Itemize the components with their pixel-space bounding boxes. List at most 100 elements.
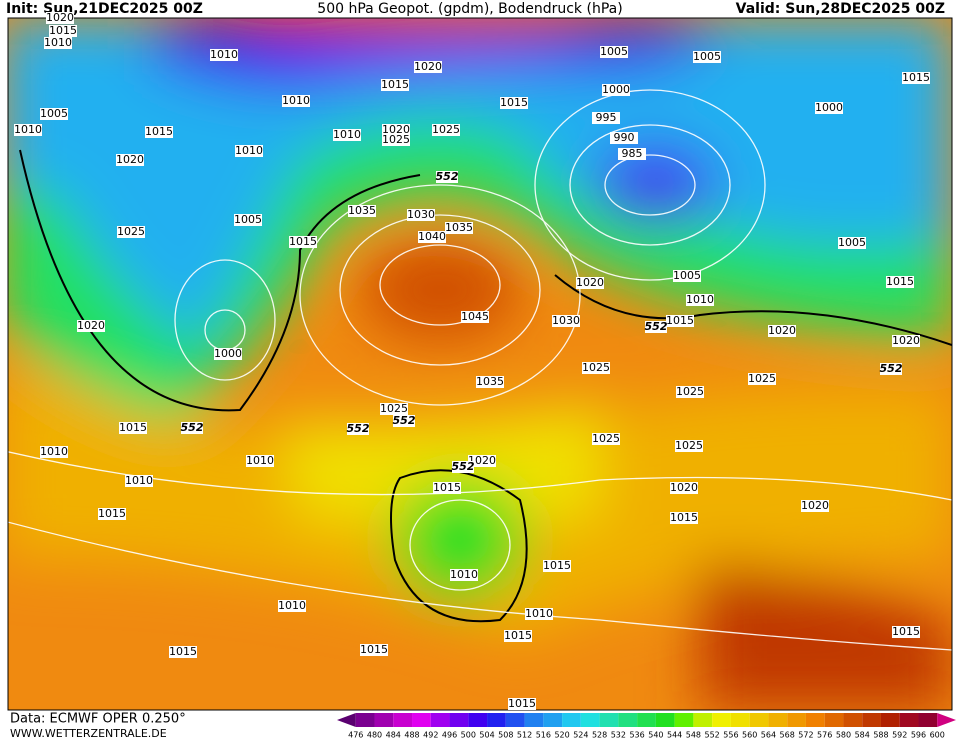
isobar-label-box: [116, 154, 144, 166]
isobar-label: 1010: [40, 445, 68, 458]
isobar-label: 1015: [98, 507, 126, 520]
isobar-label-box: [525, 608, 553, 620]
colorbar-segment: [337, 713, 356, 727]
isobar-label-box: [768, 325, 796, 337]
isobar-label: 1025: [675, 439, 703, 452]
isobar-label: 1010: [246, 454, 274, 467]
isobar-label: 1025: [676, 385, 704, 398]
isobar-label-box: [214, 348, 242, 360]
isobar-label: 1030: [552, 314, 580, 327]
isobar-label: 1015: [381, 78, 409, 91]
colorbar-segment: [805, 713, 825, 727]
isobar-label: 1005: [40, 107, 68, 120]
colorbar-tick-label: 504: [479, 731, 494, 740]
isobar-label: 995: [596, 111, 617, 124]
colorbar-segment: [712, 713, 731, 727]
isobar-label-box: [40, 446, 68, 458]
colorbar-tick-label: 588: [873, 731, 888, 740]
isobar-label-box: [246, 455, 274, 467]
isobar-label: 1010: [450, 568, 478, 581]
colorbar-tick-label: 508: [498, 731, 513, 740]
isobar-label-box: [49, 25, 77, 37]
height-label-box: [181, 422, 203, 434]
isobar-label: 1015: [666, 314, 694, 327]
isobar-label: 1040: [418, 230, 446, 243]
isobar-label-box: [892, 626, 920, 638]
colorbar-tick-label: 580: [836, 731, 851, 740]
isobar-label-box: [902, 72, 930, 84]
isobar-label: 1015: [902, 71, 930, 84]
isobar-label: 1010: [125, 474, 153, 487]
isobar-label-box: [618, 148, 646, 160]
colorbar-segment: [374, 713, 394, 727]
isobar-label-box: [125, 475, 153, 487]
colorbar-tick-label: 592: [892, 731, 907, 740]
isobar-label-box: [333, 129, 361, 141]
isobar-label-box: [445, 222, 473, 234]
isobar-label: 1020: [414, 60, 442, 73]
isobar-label-box: [46, 12, 74, 24]
isobar-label-box: [117, 226, 145, 238]
colorbar-tick-label: 540: [648, 731, 663, 740]
colorbar-segment: [505, 713, 525, 727]
colorbar-segment: [824, 713, 844, 727]
init-time: Init: Sun,21DEC2025 00Z: [6, 1, 203, 17]
isobar-label-box: [576, 277, 604, 289]
colorbar-tick-label: 476: [348, 731, 363, 740]
isobar-label-box: [508, 698, 536, 710]
isobar-label: 1010: [282, 94, 310, 107]
isobar-label: 1020: [77, 319, 105, 332]
isobar-label-box: [14, 124, 42, 136]
isobar-label: 1025: [380, 402, 408, 415]
colorbar-tick-label: 584: [855, 731, 870, 740]
isobar-label-box: [407, 209, 435, 221]
isobar-label-box: [610, 132, 638, 144]
isobar-label: 1005: [600, 45, 628, 58]
website: WWW.WETTERZENTRALE.DE: [10, 727, 167, 740]
isobar-label: 1035: [445, 221, 473, 234]
isobar-label: 1030: [407, 208, 435, 221]
isobar-label: 1025: [592, 432, 620, 445]
isobar-label-box: [289, 236, 317, 248]
colorbar-segment: [918, 713, 938, 727]
isobar-label-box: [380, 403, 408, 415]
isobar-label: 1010: [686, 293, 714, 306]
height-label: 552: [347, 422, 370, 435]
isobar-label-box: [235, 145, 263, 157]
isobar-label-box: [543, 560, 571, 572]
isobar-label: 1000: [214, 347, 242, 360]
isobar-label: 1045: [461, 310, 489, 323]
isobar-label: 1020: [576, 276, 604, 289]
colorbar-tick-label: 560: [742, 731, 757, 740]
isobar-label: 1015: [145, 125, 173, 138]
isobar-label-box: [602, 84, 630, 96]
isobar-label-box: [552, 315, 580, 327]
colorbar-tick-label: 576: [817, 731, 832, 740]
isobar-label: 1005: [838, 236, 866, 249]
colorbar-tick-label: 524: [573, 731, 588, 740]
isobar-label-box: [693, 51, 721, 63]
isobar-label: 1015: [433, 481, 461, 494]
isobar-label-box: [675, 440, 703, 452]
isobar-label: 1010: [333, 128, 361, 141]
colorbar-tick-label: 488: [404, 731, 419, 740]
height-label: 552: [645, 320, 668, 333]
colorbar-segment: [730, 713, 750, 727]
height-label-box: [880, 363, 902, 375]
colorbar-tick-label: 496: [442, 731, 457, 740]
colorbar-tick-label: 480: [367, 731, 382, 740]
isobar-label-box: [77, 320, 105, 332]
height-label: 552: [452, 460, 475, 473]
isobar-label-box: [348, 205, 376, 217]
isobar-label-box: [500, 97, 528, 109]
isobar-label: 1015: [508, 697, 536, 710]
isobar-label-box: [414, 61, 442, 73]
colorbar-segment: [862, 713, 881, 727]
colorbar-tick-label: 544: [667, 731, 682, 740]
isobar-label-box: [892, 335, 920, 347]
valid-time: Valid: Sun,28DEC2025 00Z: [736, 1, 945, 17]
isobar-label-box: [504, 630, 532, 642]
isobar-label: 1015: [670, 511, 698, 524]
colorbar-segment: [487, 713, 506, 727]
